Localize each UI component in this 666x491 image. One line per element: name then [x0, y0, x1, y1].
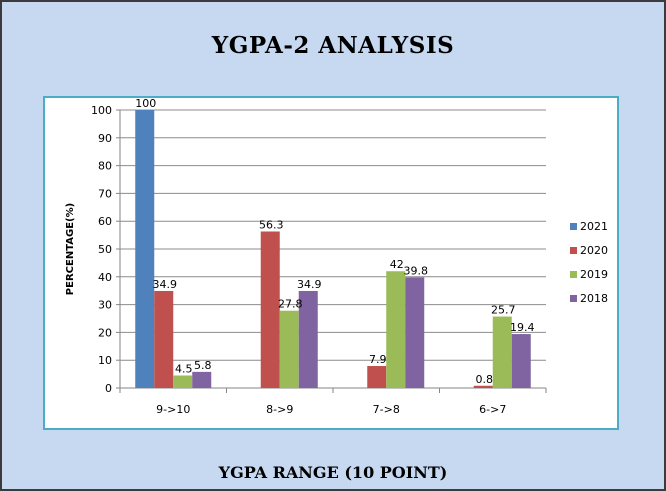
data-label: 34.9	[297, 278, 322, 291]
y-tick-label: 90	[98, 132, 112, 145]
data-labels: 100 34.9 4.5 5.8 56.3 27.8 34.9 7.9 42 39.8 0.8 25.…	[135, 97, 534, 386]
data-label: 27.8	[278, 298, 303, 311]
gridlines	[120, 109, 546, 389]
data-label: 19.4	[510, 321, 535, 334]
chart-title: YGPA-2 ANALYSIS	[211, 32, 455, 59]
legend-swatch-2018	[570, 295, 577, 302]
bar-2020-0	[154, 290, 174, 388]
y-tick-label: 40	[98, 271, 112, 284]
y-tick-label: 10	[98, 354, 112, 367]
legend: 2021 2020 2019 2018	[570, 220, 608, 305]
y-tick-label: 80	[98, 160, 112, 173]
data-label: 42	[390, 258, 404, 271]
y-tick-label: 0	[105, 382, 112, 395]
y-tick-label: 60	[98, 215, 112, 228]
bar-2021-0	[135, 110, 155, 388]
bar-2019-0	[173, 375, 193, 388]
data-label: 100	[135, 97, 156, 110]
y-tick-label: 100	[91, 104, 112, 117]
y-axis-ticks: 0 10 20 30 40 50 60 70 80 90 100	[91, 104, 121, 395]
y-tick-label: 50	[98, 243, 112, 256]
x-tick-label: 9->10	[156, 403, 190, 416]
legend-swatch-2020	[570, 247, 577, 254]
data-label: 56.3	[259, 218, 284, 231]
data-label: 34.9	[153, 278, 178, 291]
legend-label-2019: 2019	[580, 268, 608, 281]
legend-swatch-2021	[570, 223, 577, 230]
x-axis-title: YGPA RANGE (10 POINT)	[218, 463, 448, 482]
y-tick-label: 30	[98, 299, 112, 312]
legend-label-2021: 2021	[580, 220, 608, 233]
x-tick-label: 7->8	[373, 403, 400, 416]
data-label: 7.9	[369, 353, 387, 366]
x-axis-ticks: 9->10 8->9 7->8 6->7	[119, 388, 547, 416]
y-tick-label: 70	[98, 187, 112, 200]
bar-2018-2	[405, 277, 425, 388]
data-label: 4.5	[175, 362, 193, 375]
y-axis-title: PERCENTAGE(%)	[65, 203, 76, 295]
bar-2020-3	[473, 385, 493, 388]
data-label: 25.7	[491, 304, 516, 317]
x-tick-label: 8->9	[266, 403, 293, 416]
data-label: 0.8	[476, 373, 494, 386]
bars	[135, 110, 531, 388]
bar-2019-3	[492, 316, 512, 388]
legend-label-2018: 2018	[580, 292, 608, 305]
y-tick-label: 20	[98, 326, 112, 339]
bar-2018-0	[192, 371, 212, 388]
bar-2020-2	[367, 366, 387, 388]
legend-swatch-2019	[570, 271, 577, 278]
bar-2020-1	[260, 231, 280, 388]
bar-2019-2	[386, 271, 406, 388]
legend-label-2020: 2020	[580, 244, 608, 257]
x-tick-label: 6->7	[479, 403, 506, 416]
data-label: 39.8	[404, 264, 429, 277]
bar-2018-1	[298, 290, 318, 388]
data-label: 5.8	[194, 359, 212, 372]
bar-2018-3	[511, 334, 531, 388]
bar-2019-1	[279, 310, 299, 388]
